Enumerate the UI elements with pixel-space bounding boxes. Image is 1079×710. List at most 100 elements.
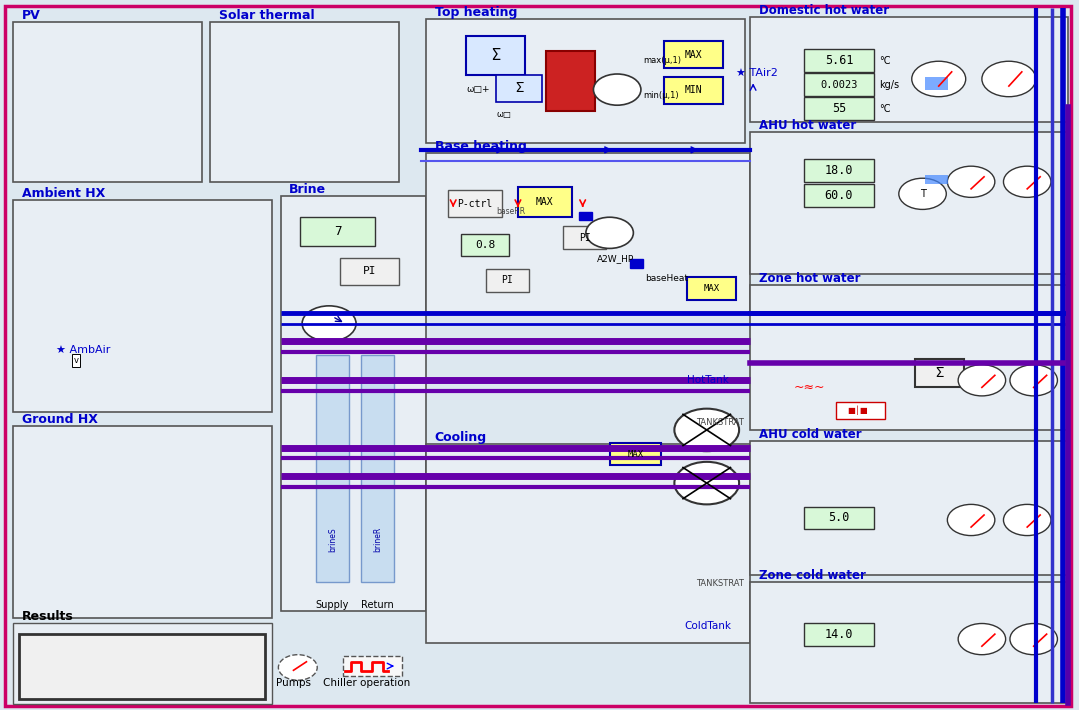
Bar [343,656,402,676]
Bar [340,258,399,285]
Text: 60.0: 60.0 [824,189,853,202]
Bar [461,234,509,256]
Text: kg/s: kg/s [879,80,900,89]
Text: 0.0023: 0.0023 [820,80,858,89]
Bar [546,50,595,111]
Text: MAX: MAX [684,50,702,60]
Text: ★ AmbAir: ★ AmbAir [56,345,110,355]
Bar [610,443,661,465]
Text: MAX: MAX [536,197,554,207]
Circle shape [278,655,317,680]
Text: Chiller operation: Chiller operation [324,678,410,688]
Bar [804,623,874,646]
Bar [563,226,606,249]
Text: ■│■: ■│■ [847,405,869,415]
Text: Brine: Brine [289,183,326,196]
Bar [518,187,572,217]
Text: AHU cold water: AHU cold water [759,427,861,441]
Bar [13,623,272,704]
Bar [804,184,874,207]
Text: Pumps: Pumps [276,678,311,688]
Text: Cooling: Cooling [435,431,487,444]
Text: 55: 55 [832,102,846,115]
Text: brineR: brineR [373,528,382,552]
Text: baseF.R: baseF.R [496,207,525,216]
Text: 5.61: 5.61 [824,54,853,67]
Bar [448,190,502,217]
Circle shape [958,623,1006,655]
Bar [426,18,745,143]
Text: 7: 7 [334,225,341,238]
Circle shape [593,74,641,105]
Bar [750,441,1068,575]
Bar [804,159,874,182]
Circle shape [674,462,739,504]
Text: Base heating: Base heating [435,141,527,153]
Bar [925,77,948,89]
Bar [630,259,643,268]
Bar [486,269,529,292]
Circle shape [899,178,946,209]
Text: PI: PI [363,266,377,276]
Circle shape [1010,365,1057,396]
Bar [361,356,394,582]
Text: MIN: MIN [684,85,702,95]
Bar [13,22,202,182]
Text: °C: °C [879,104,891,114]
Bar [750,16,1068,121]
Text: ColdTank: ColdTank [684,621,732,631]
Circle shape [947,166,995,197]
Text: 5.0: 5.0 [829,511,849,525]
Bar [426,444,750,643]
Text: Σ: Σ [515,81,523,95]
Bar [750,582,1068,703]
Bar [804,49,874,72]
Text: Ground HX: Ground HX [22,413,97,427]
Bar [836,402,885,420]
Text: v: v [73,356,79,365]
Circle shape [1003,166,1051,197]
Bar [281,196,426,611]
Bar [664,77,723,104]
Text: baseHeat: baseHeat [645,274,688,283]
Circle shape [958,365,1006,396]
Circle shape [947,504,995,535]
Text: ~≈~: ~≈~ [793,381,825,394]
Text: Results: Results [22,610,73,623]
Text: P-ctrl: P-ctrl [457,199,492,209]
Circle shape [302,306,356,342]
Text: Supply: Supply [316,600,349,610]
Bar [750,132,1068,274]
Text: PI: PI [579,233,590,243]
Text: Zone cold water: Zone cold water [759,569,865,582]
Bar [687,278,736,300]
Bar [13,427,272,618]
Bar [750,285,1068,430]
Text: brineS: brineS [328,528,337,552]
Bar [915,359,964,388]
Text: TANKSTRAT: TANKSTRAT [696,418,743,427]
Text: Top heating: Top heating [435,6,517,18]
Text: 14.0: 14.0 [824,628,853,641]
Bar [664,41,723,68]
Text: HotTank: HotTank [687,376,728,386]
Bar [804,73,874,96]
Text: T: T [919,189,926,199]
Text: ω□+: ω□+ [466,84,490,94]
Circle shape [912,61,966,97]
Text: °C: °C [879,55,891,65]
Bar [300,217,375,246]
Text: ω□: ω□ [496,110,511,119]
Bar [426,153,750,313]
Bar [13,200,272,413]
Text: AHU hot water: AHU hot water [759,119,856,132]
Text: Solar thermal: Solar thermal [219,9,315,22]
Text: PI: PI [502,275,513,285]
Text: min(μ,1): min(μ,1) [643,92,679,101]
Text: ★ TAir2: ★ TAir2 [736,68,778,78]
Text: Ambient HX: Ambient HX [22,187,105,200]
Circle shape [586,217,633,248]
Circle shape [1010,623,1057,655]
Text: Return: Return [361,600,394,610]
Text: 0.8: 0.8 [475,240,495,250]
